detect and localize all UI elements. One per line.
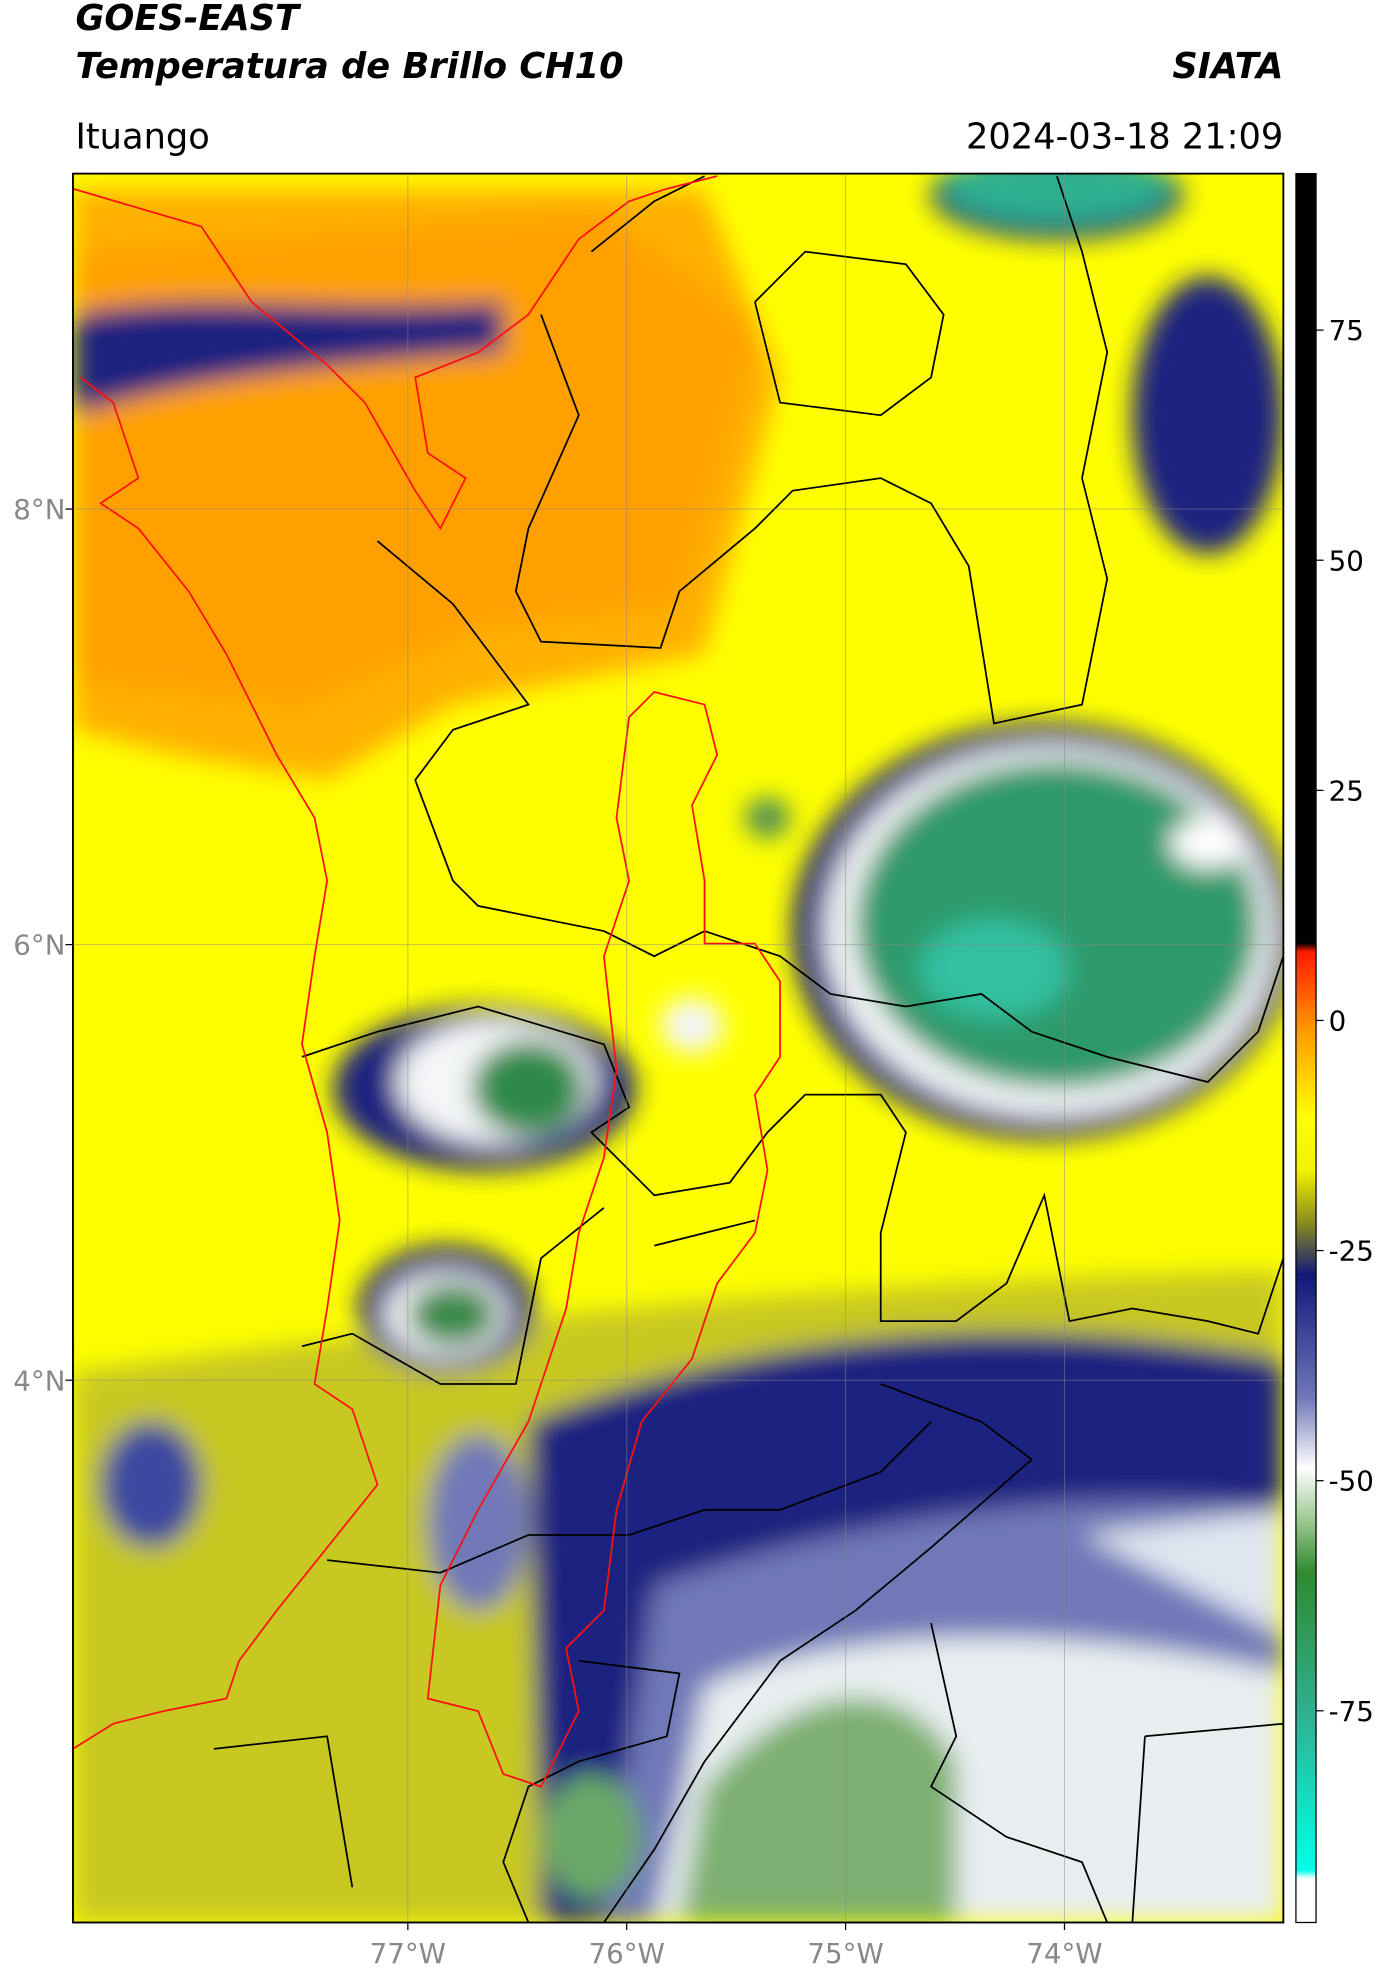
y-tick-label: 8°N bbox=[13, 493, 65, 526]
colorbar-tick-label: 0 bbox=[1329, 1005, 1347, 1038]
colorbar-tick-label: -25 bbox=[1329, 1235, 1374, 1268]
subtitle: Temperatura de Brillo CH10 bbox=[75, 46, 623, 87]
colorbar-tick-label: 75 bbox=[1329, 314, 1364, 347]
colorbar-tick-label: -75 bbox=[1329, 1695, 1374, 1728]
y-tick-label: 6°N bbox=[13, 929, 65, 962]
source: SIATA bbox=[1172, 46, 1283, 87]
colorbar-tick-label: 50 bbox=[1329, 544, 1364, 577]
satellite-image bbox=[72, 173, 1284, 1923]
x-tick-label: 76°W bbox=[589, 1937, 665, 1970]
colorbar bbox=[1295, 172, 1317, 1924]
x-tick-label: 75°W bbox=[807, 1937, 883, 1970]
timestamp: 2024-03-18 21:09 bbox=[966, 116, 1283, 157]
x-tick-label: 74°W bbox=[1026, 1937, 1102, 1970]
x-tick-label: 77°W bbox=[370, 1937, 446, 1970]
title: GOES-EAST bbox=[75, 0, 302, 39]
map-frame bbox=[72, 172, 1285, 1924]
colorbar-tick-label: -50 bbox=[1329, 1465, 1374, 1498]
location: Ituango bbox=[75, 116, 209, 157]
colorbar-tick-label: 25 bbox=[1329, 774, 1364, 807]
y-tick-label: 4°N bbox=[13, 1364, 65, 1397]
